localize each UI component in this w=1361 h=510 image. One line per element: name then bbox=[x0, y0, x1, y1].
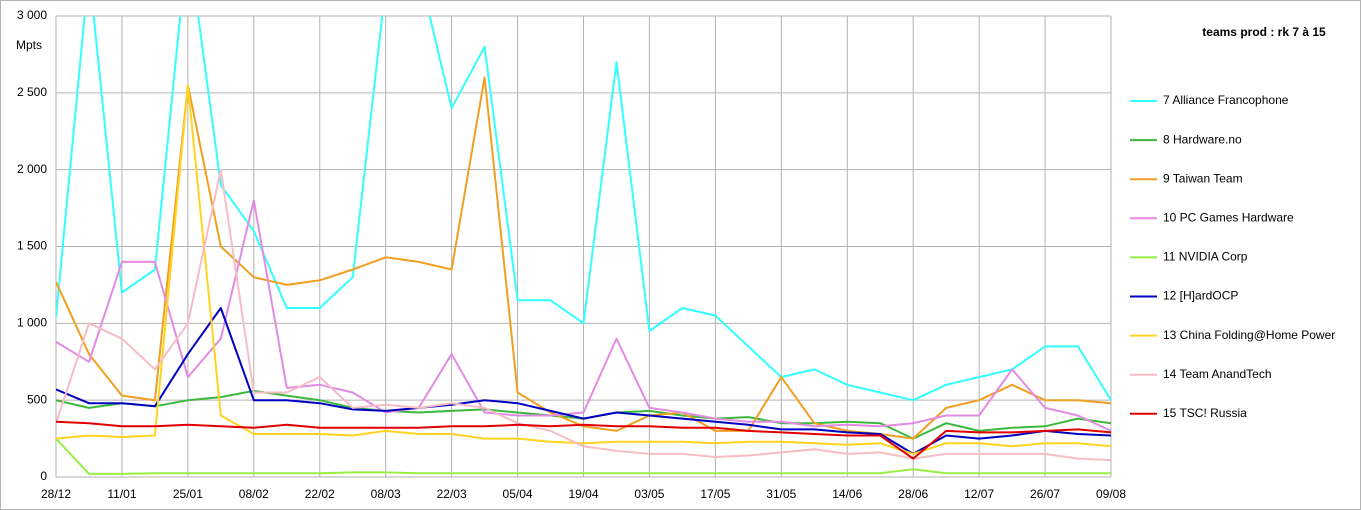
series-line bbox=[56, 420, 1111, 460]
x-tick-label: 25/01 bbox=[173, 487, 203, 501]
x-tick-label: 26/07 bbox=[1030, 487, 1060, 501]
y-tick-label: 1 500 bbox=[17, 239, 47, 253]
x-tick-label: 08/02 bbox=[239, 487, 269, 501]
series-line bbox=[56, 84, 1111, 455]
x-tick-label: 08/03 bbox=[371, 487, 401, 501]
y-tick-label: 500 bbox=[27, 392, 47, 406]
legend-label: 10 PC Games Hardware bbox=[1163, 210, 1294, 224]
x-tick-label: 14/06 bbox=[832, 487, 862, 501]
series-line bbox=[56, 199, 1111, 432]
legend-label: 9 Taiwan Team bbox=[1163, 171, 1243, 185]
plot-lines bbox=[56, 16, 1111, 475]
series-line bbox=[56, 307, 1111, 455]
x-tick-label: 17/05 bbox=[700, 487, 730, 501]
legend-label: 15 TSC! Russia bbox=[1163, 406, 1247, 420]
y-tick-label: 2 500 bbox=[17, 85, 47, 99]
chart-title: teams prod : rk 7 à 15 bbox=[1202, 25, 1326, 39]
x-tick-label: 03/05 bbox=[634, 487, 664, 501]
legend-label: 11 NVIDIA Corp bbox=[1163, 250, 1248, 264]
legend-label: 12 [H]ardOCP bbox=[1163, 289, 1238, 303]
legend-label: 8 Hardware.no bbox=[1163, 132, 1242, 146]
x-tick-label: 22/03 bbox=[437, 487, 467, 501]
x-tick-label: 28/12 bbox=[41, 487, 71, 501]
series-line bbox=[56, 16, 1111, 402]
series-line bbox=[56, 168, 1111, 462]
legend-label: 14 Team AnandTech bbox=[1163, 367, 1272, 381]
y-axis-label: Mpts bbox=[16, 38, 42, 52]
x-tick-label: 19/04 bbox=[568, 487, 598, 501]
x-tick-label: 05/04 bbox=[503, 487, 533, 501]
x-tick-label: 09/08 bbox=[1096, 487, 1126, 501]
legend-label: 7 Alliance Francophone bbox=[1163, 93, 1289, 107]
y-tick-label: 2 000 bbox=[17, 162, 47, 176]
series-line bbox=[56, 437, 1111, 475]
x-tick-label: 28/06 bbox=[898, 487, 928, 501]
y-tick-label: 1 000 bbox=[17, 316, 47, 330]
x-tick-label: 31/05 bbox=[766, 487, 796, 501]
y-tick-label: 3 000 bbox=[17, 8, 47, 22]
y-tick-label: 0 bbox=[40, 469, 47, 483]
x-tick-label: 11/01 bbox=[107, 487, 136, 501]
legend-label: 13 China Folding@Home Power bbox=[1163, 328, 1335, 342]
x-tick-label: 12/07 bbox=[964, 487, 994, 501]
x-tick-label: 22/02 bbox=[305, 487, 335, 501]
